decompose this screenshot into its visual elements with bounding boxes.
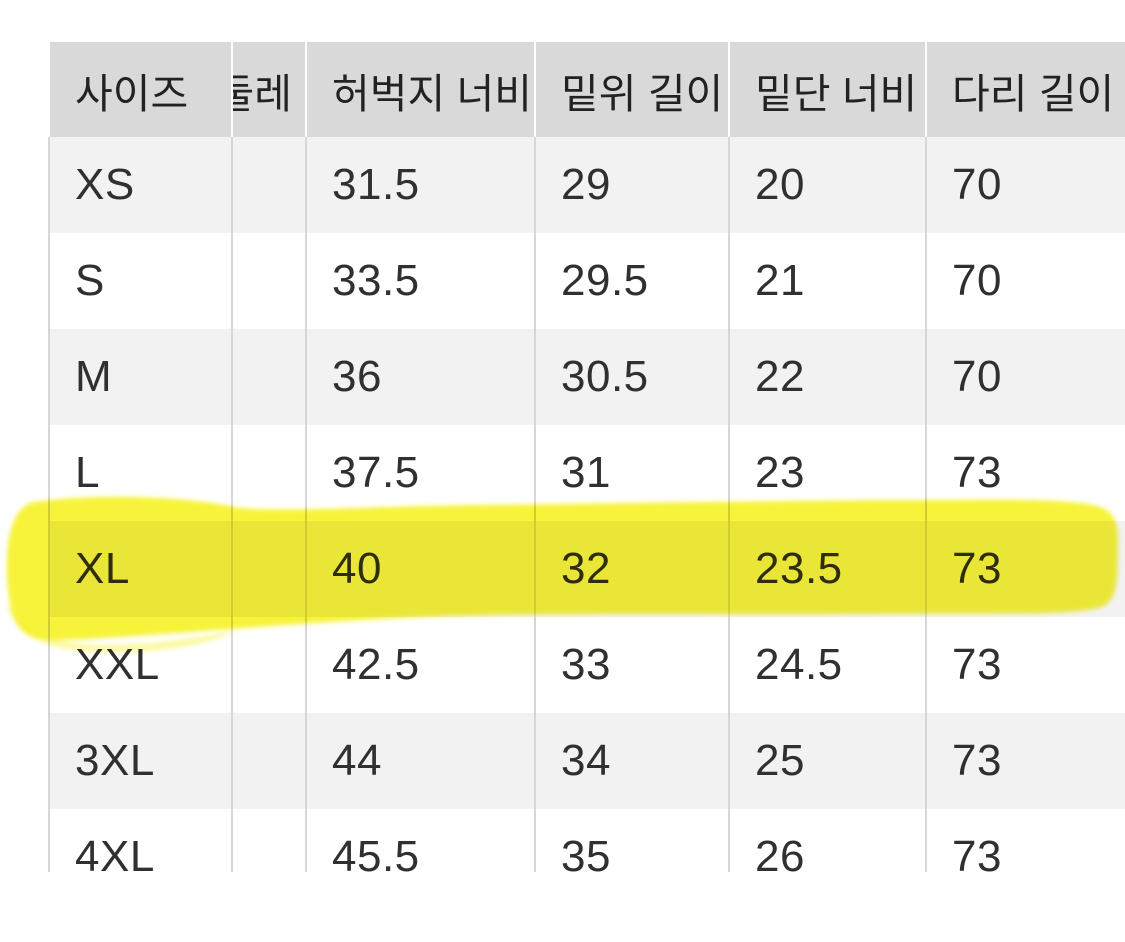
cell-size: S [48, 233, 231, 329]
header-cell-size: 사이즈 [48, 42, 231, 137]
cell-hem-width: 22 [728, 329, 925, 425]
cell-size: 3XL [48, 713, 231, 809]
cell-leg-length: 73 [925, 617, 1125, 713]
cell-hem-width: 25 [728, 713, 925, 809]
table-row-xl-highlighted: XL 40 32 23.5 73 [48, 521, 1125, 617]
cell-hem-width: 21 [728, 233, 925, 329]
cell-size: XXL [48, 617, 231, 713]
cell-leg-length: 73 [925, 713, 1125, 809]
cell-circumference [231, 713, 305, 809]
cell-thigh-width: 44 [305, 713, 534, 809]
cell-thigh-width: 31.5 [305, 137, 534, 233]
cell-leg-length: 70 [925, 137, 1125, 233]
cell-circumference [231, 137, 305, 233]
table-row-4xl: 4XL 45.5 35 26 73 [48, 809, 1125, 872]
cell-leg-length: 70 [925, 329, 1125, 425]
cell-leg-length: 70 [925, 233, 1125, 329]
size-chart-table: 사이즈 둘레 허벅지 너비 밑위 길이 밑단 너비 다리 길이 XS 31.5 … [48, 42, 1125, 872]
cell-size: XL [48, 521, 231, 617]
header-cell-thigh-width: 허벅지 너비 [305, 42, 534, 137]
cell-thigh-width: 45.5 [305, 809, 534, 872]
cell-size: 4XL [48, 809, 231, 872]
cell-hem-width: 23.5 [728, 521, 925, 617]
cell-rise-length: 31 [534, 425, 728, 521]
cell-leg-length: 73 [925, 425, 1125, 521]
cell-hem-width: 24.5 [728, 617, 925, 713]
cell-leg-length: 73 [925, 521, 1125, 617]
cell-thigh-width: 36 [305, 329, 534, 425]
cell-thigh-width: 42.5 [305, 617, 534, 713]
header-label-leg-length: 다리 길이 [952, 70, 1115, 117]
table-row-xxl: XXL 42.5 33 24.5 73 [48, 617, 1125, 713]
table-header-row: 사이즈 둘레 허벅지 너비 밑위 길이 밑단 너비 다리 길이 [48, 42, 1125, 137]
header-label-size: 사이즈 [75, 70, 189, 117]
table-row-s: S 33.5 29.5 21 70 [48, 233, 1125, 329]
cell-circumference [231, 329, 305, 425]
cell-thigh-width: 33.5 [305, 233, 534, 329]
cell-size: XS [48, 137, 231, 233]
cell-hem-width: 23 [728, 425, 925, 521]
table-row-m: M 36 30.5 22 70 [48, 329, 1125, 425]
header-cell-hem-width: 밑단 너비 [728, 42, 925, 137]
table-row-l: L 37.5 31 23 73 [48, 425, 1125, 521]
cell-thigh-width: 40 [305, 521, 534, 617]
cell-rise-length: 34 [534, 713, 728, 809]
cell-circumference [231, 617, 305, 713]
table-row-3xl: 3XL 44 34 25 73 [48, 713, 1125, 809]
header-cell-circumference: 둘레 [231, 42, 305, 137]
header-cell-rise-length: 밑위 길이 [534, 42, 728, 137]
header-label-thigh-width: 허벅지 너비 [332, 70, 532, 117]
cell-rise-length: 33 [534, 617, 728, 713]
cell-thigh-width: 37.5 [305, 425, 534, 521]
table-row-xs: XS 31.5 29 20 70 [48, 137, 1125, 233]
header-label-circumference: 둘레 [233, 70, 292, 117]
cell-hem-width: 26 [728, 809, 925, 872]
cell-rise-length: 29.5 [534, 233, 728, 329]
header-label-hem-width: 밑단 너비 [755, 70, 918, 117]
cell-hem-width: 20 [728, 137, 925, 233]
cell-size: M [48, 329, 231, 425]
header-cell-leg-length: 다리 길이 [925, 42, 1125, 137]
cell-circumference [231, 521, 305, 617]
cell-leg-length: 73 [925, 809, 1125, 872]
cell-rise-length: 35 [534, 809, 728, 872]
cell-rise-length: 29 [534, 137, 728, 233]
cell-rise-length: 30.5 [534, 329, 728, 425]
cell-size: L [48, 425, 231, 521]
cell-rise-length: 32 [534, 521, 728, 617]
cell-circumference [231, 233, 305, 329]
cell-circumference [231, 809, 305, 872]
cell-circumference [231, 425, 305, 521]
header-label-rise-length: 밑위 길이 [561, 70, 724, 117]
